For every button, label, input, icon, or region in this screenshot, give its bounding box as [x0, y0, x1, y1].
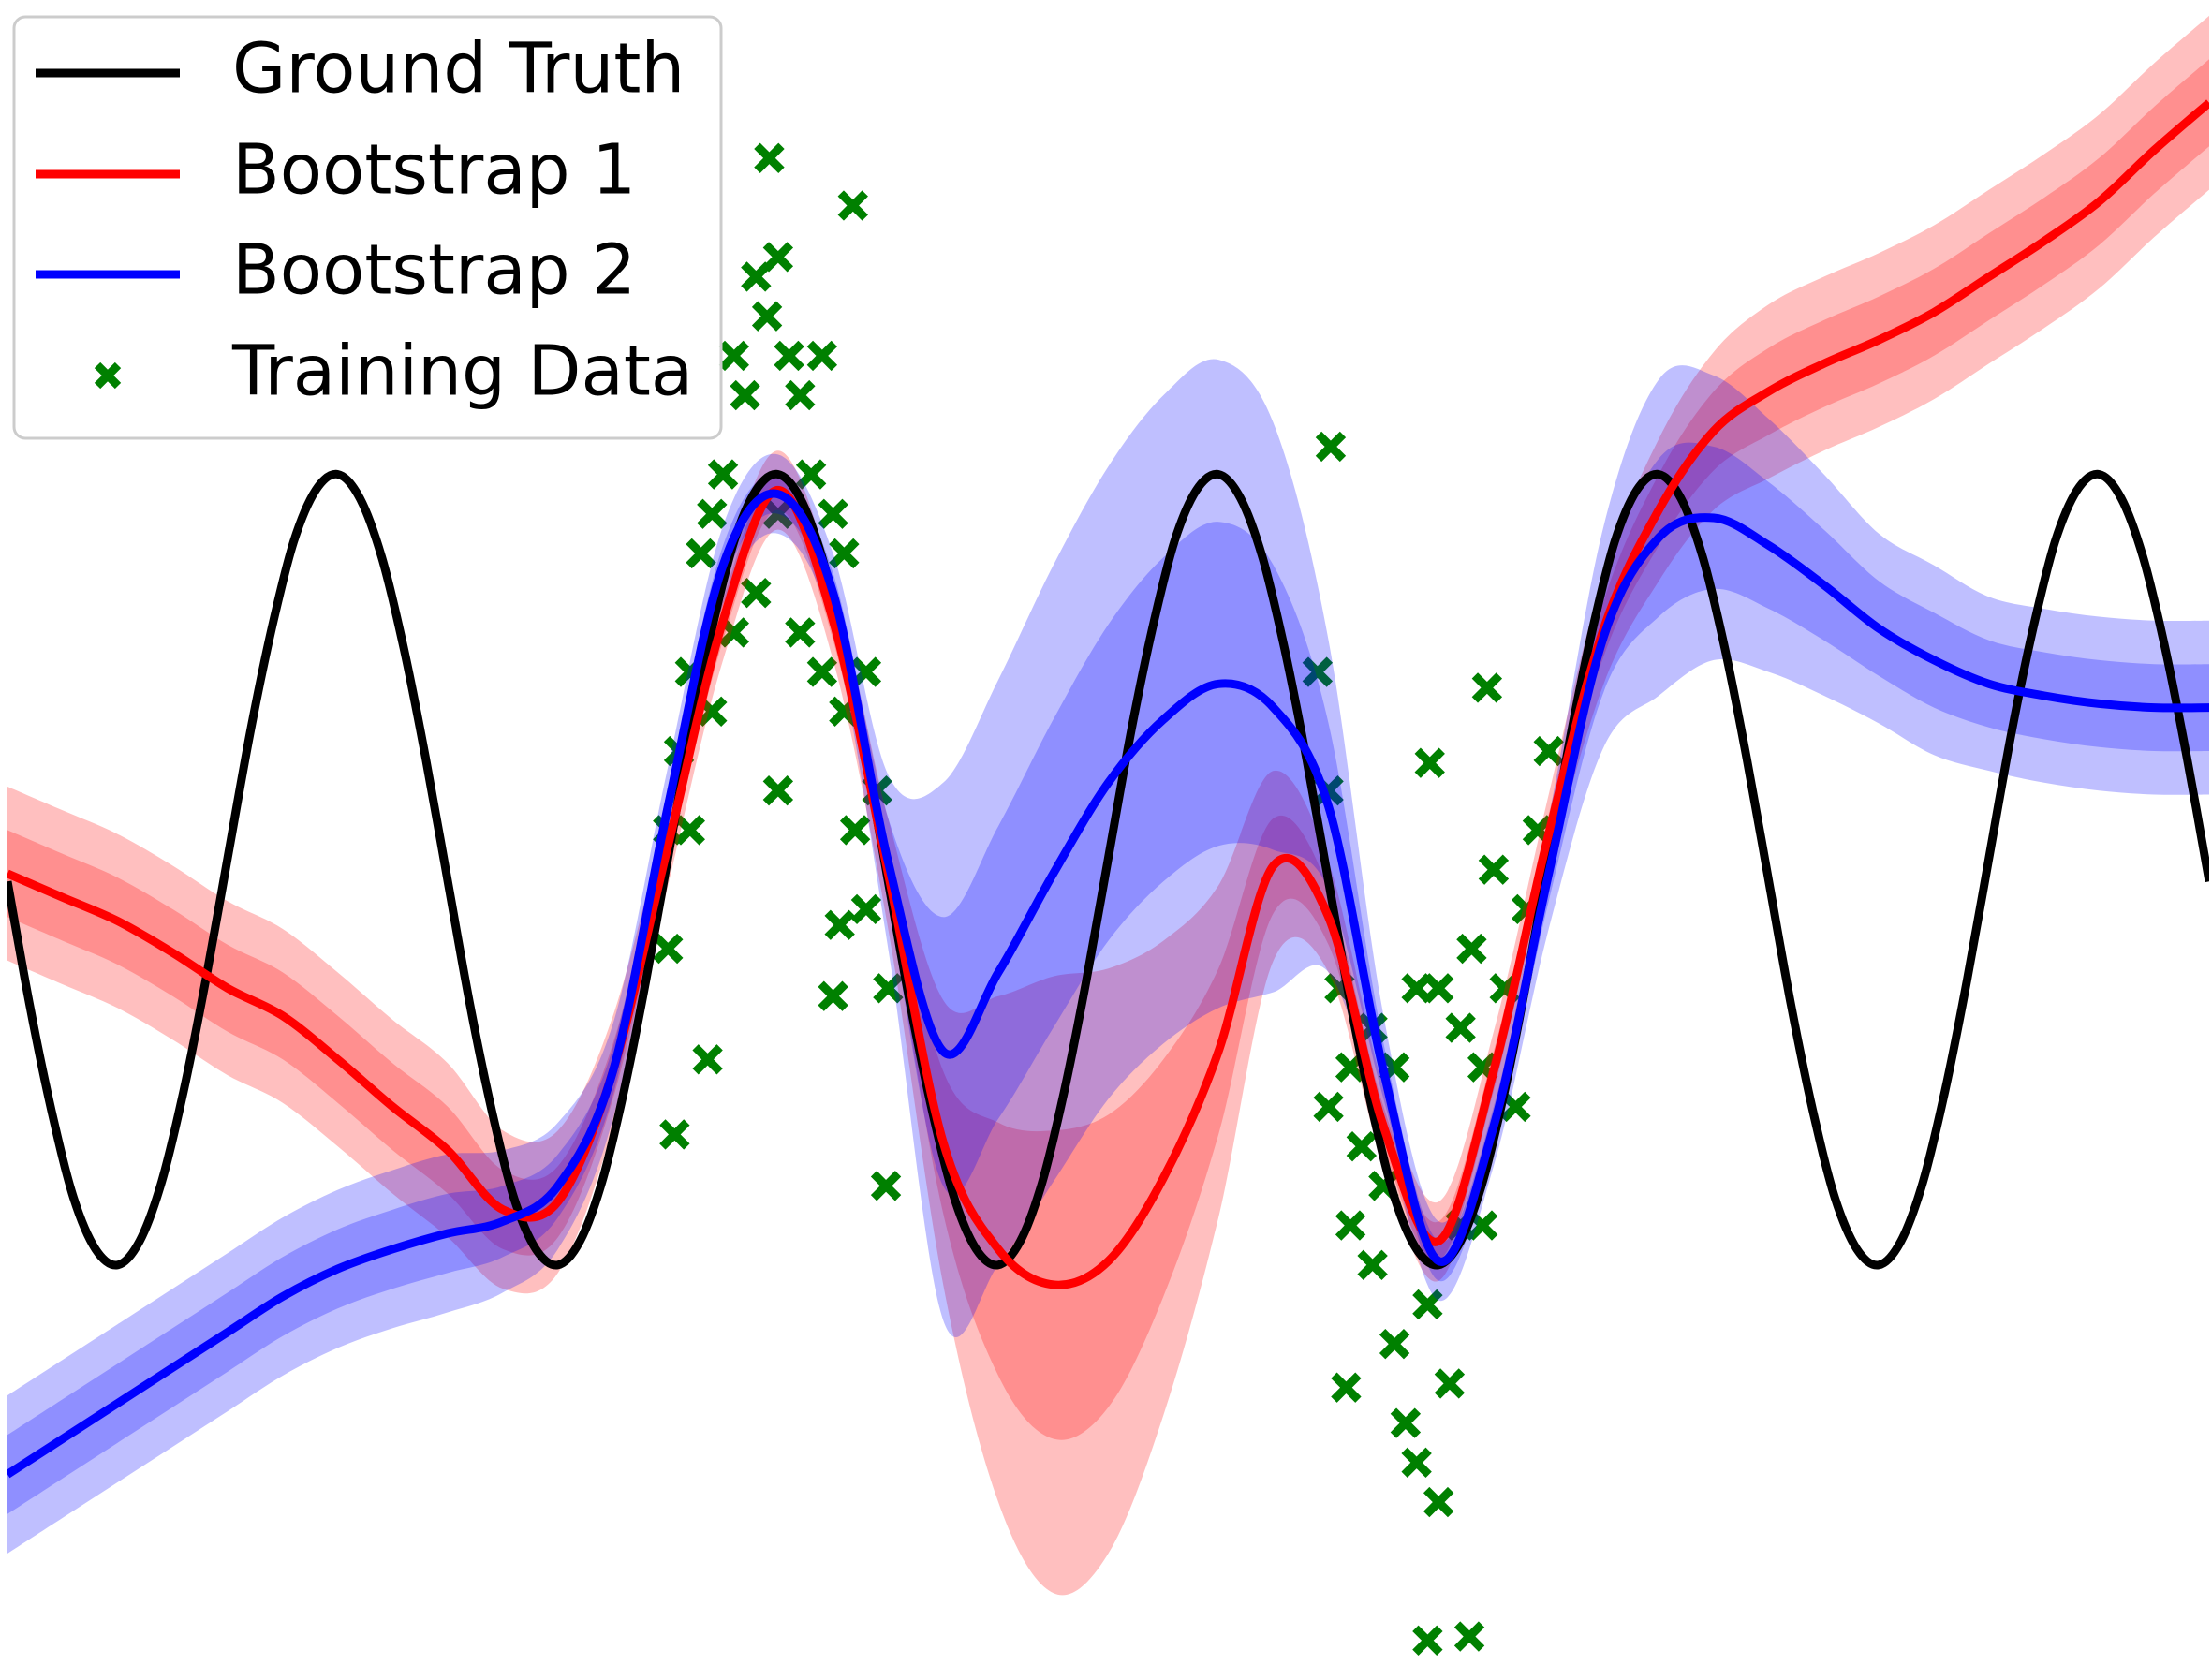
scatter-marker	[785, 617, 816, 648]
scatter-marker	[653, 933, 684, 965]
scatter-marker	[850, 893, 882, 925]
legend-label: Bootstrap 1	[232, 130, 636, 211]
plot-area	[7, 15, 2209, 1656]
scatter-marker	[1453, 1621, 1485, 1652]
scatter-marker	[674, 815, 705, 846]
scatter-marker	[837, 190, 868, 221]
scatter-marker	[870, 1171, 902, 1201]
scatter-marker	[774, 340, 804, 372]
series-line	[7, 489, 2209, 1479]
scatter-marker	[697, 498, 728, 529]
scatter-marker	[829, 538, 860, 569]
scatter-marker	[1412, 1625, 1443, 1656]
scatter-marker	[762, 498, 794, 529]
scatter-marker	[741, 261, 772, 292]
scatter-marker	[1471, 672, 1503, 703]
scatter-marker	[1357, 1249, 1388, 1280]
scatter-marker	[1302, 656, 1334, 687]
scatter-marker	[1315, 431, 1347, 463]
scatter-marker	[1434, 1368, 1466, 1399]
scatter-marker	[1445, 1012, 1476, 1043]
scatter-marker	[751, 301, 783, 332]
scatter-marker	[824, 909, 855, 940]
scatter-marker	[741, 577, 772, 609]
scatter-marker	[707, 459, 739, 490]
scatter-layer	[653, 142, 1564, 1656]
line-layer	[7, 99, 2209, 1479]
scatter-marker	[718, 340, 750, 372]
legend-label: Ground Truth	[232, 29, 685, 110]
scatter-marker	[1379, 1329, 1410, 1360]
scatter-marker	[754, 142, 785, 174]
confidence-band	[7, 359, 2209, 1554]
scatter-marker	[762, 775, 794, 806]
scatter-marker	[1313, 1091, 1344, 1123]
scatter-marker	[850, 656, 882, 687]
confidence-band	[7, 59, 2209, 1440]
scatter-marker	[659, 1119, 690, 1150]
scatter-marker	[1478, 854, 1510, 885]
scatter-marker	[785, 379, 816, 411]
scatter-marker	[1331, 1372, 1362, 1403]
legend-label: Training Data	[231, 332, 693, 412]
scatter-marker	[1414, 747, 1445, 778]
scatter-marker	[1346, 1130, 1378, 1162]
legend: Ground Truth Bootstrap 1 Bootstrap 2 Tra…	[12, 15, 723, 440]
scatter-marker	[806, 340, 838, 372]
scatter-marker	[1533, 735, 1564, 767]
scatter-marker	[1401, 1447, 1432, 1479]
confidence-band	[7, 442, 2209, 1514]
scatter-marker	[1423, 973, 1454, 1004]
scatter-marker	[1500, 1091, 1531, 1123]
scatter-marker	[806, 656, 838, 687]
series-line	[7, 469, 2209, 1270]
scatter-marker	[762, 242, 794, 273]
scatter-marker	[818, 980, 848, 1011]
scatter-marker	[686, 538, 716, 569]
legend-box	[12, 15, 723, 440]
scatter-marker	[1335, 1210, 1366, 1241]
legend-marker	[94, 361, 122, 390]
scatter-marker	[730, 379, 760, 411]
scatter-marker	[1390, 1407, 1422, 1438]
scatter-marker	[1423, 1486, 1454, 1518]
scatter-marker	[1412, 1289, 1443, 1320]
scatter-marker	[873, 973, 904, 1004]
scatter-marker	[795, 459, 827, 490]
scatter-marker	[839, 815, 871, 846]
scatter-marker	[818, 498, 848, 529]
scatter-marker	[692, 1044, 723, 1075]
legend-label: Bootstrap 2	[232, 230, 636, 311]
series-line	[7, 99, 2209, 1289]
scatter-marker	[1456, 933, 1487, 965]
